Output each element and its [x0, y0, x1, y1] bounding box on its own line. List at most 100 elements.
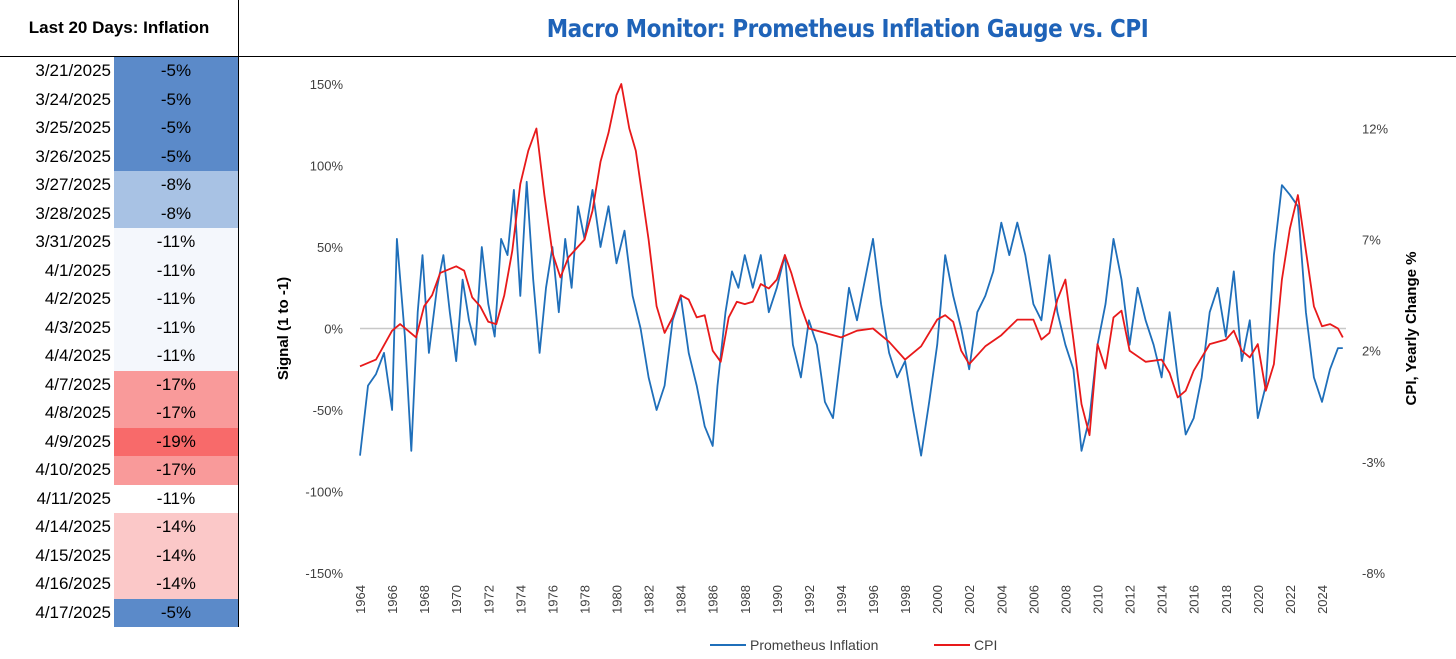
y2-axis-label: CPI, Yearly Change % [1403, 252, 1420, 406]
x-tick-label: 2020 [1251, 585, 1266, 614]
row-date: 3/24/2025 [0, 85, 114, 114]
row-date: 3/31/2025 [0, 228, 114, 257]
inflation-chart: -150% -100% -50% 0% 50% 100% 150% -8% -3% 2% 7% 12%… [275, 77, 1420, 653]
table-row: 4/11/2025 -11% [0, 484, 238, 513]
table-row: 4/15/2025 -14% [0, 541, 238, 570]
row-date: 4/10/2025 [0, 456, 114, 485]
x-tick-label: 1968 [417, 585, 432, 614]
row-date: 3/25/2025 [0, 114, 114, 143]
inflation-history-panel: Last 20 Days: Inflation 3/21/2025 -5% 3/24… [0, 0, 239, 628]
y-tick-label: 0% [324, 322, 343, 337]
row-value: -14% [114, 570, 238, 599]
y2-tick-label: -8% [1362, 566, 1386, 581]
table-row: 4/10/2025 -17% [0, 456, 238, 485]
y-tick-label: -50% [313, 403, 344, 418]
row-value: -11% [114, 285, 238, 314]
x-tick-label: 1982 [642, 585, 657, 614]
x-tick-label: 2010 [1090, 585, 1105, 614]
panel-title: Last 20 Days: Inflation [0, 0, 239, 56]
x-tick-label: 1992 [802, 585, 817, 614]
x-tick-label: 1988 [738, 585, 753, 614]
row-value: -5% [114, 142, 238, 171]
row-date: 3/26/2025 [0, 142, 114, 171]
y-tick-label: -100% [305, 485, 343, 500]
table-row: 4/4/2025 -11% [0, 342, 238, 371]
row-date: 4/8/2025 [0, 399, 114, 428]
y-tick-label: 150% [310, 77, 344, 92]
row-date: 4/7/2025 [0, 370, 114, 399]
x-tick-label: 2024 [1315, 585, 1330, 614]
table-row: 4/17/2025 -5% [0, 598, 238, 627]
x-tick-label: 2014 [1155, 585, 1170, 614]
x-tick-label: 1974 [513, 585, 528, 614]
cpi-line [359, 83, 1344, 437]
chart-title: Macro Monitor: Prometheus Inflation Gaug… [546, 13, 1149, 43]
row-date: 3/27/2025 [0, 171, 114, 200]
y-axis-label: Signal (1 to -1) [275, 277, 292, 380]
row-value: -11% [114, 484, 238, 513]
row-date: 3/28/2025 [0, 199, 114, 228]
x-tick-label: 2018 [1219, 585, 1234, 614]
x-tick-label: 1976 [545, 585, 560, 614]
row-value: -19% [114, 427, 238, 456]
x-tick-label: 2022 [1283, 585, 1298, 614]
row-date: 4/3/2025 [0, 313, 114, 342]
row-value: -5% [114, 85, 238, 114]
y2-tick-label: 2% [1362, 344, 1381, 359]
row-date: 4/16/2025 [0, 570, 114, 599]
row-value: -8% [114, 199, 238, 228]
x-tick-label: 2004 [994, 585, 1009, 614]
table-row: 4/1/2025 -11% [0, 256, 238, 285]
x-tick-label: 1964 [353, 585, 368, 614]
y-tick-label: 100% [310, 159, 344, 174]
x-tick-label: 1966 [385, 585, 400, 614]
x-tick-label: 2012 [1123, 585, 1138, 614]
row-value: -17% [114, 456, 238, 485]
x-tick-label: 1986 [706, 585, 721, 614]
x-tick-label: 1994 [834, 585, 849, 614]
x-tick-label: 2006 [1026, 585, 1041, 614]
row-date: 4/4/2025 [0, 342, 114, 371]
row-value: -5% [114, 114, 238, 143]
table-row: 4/16/2025 -14% [0, 570, 238, 599]
row-date: 4/15/2025 [0, 541, 114, 570]
row-date: 4/1/2025 [0, 256, 114, 285]
row-value: -17% [114, 370, 238, 399]
row-value: -11% [114, 256, 238, 285]
x-tick-label: 2000 [930, 585, 945, 614]
table-row: 4/7/2025 -17% [0, 370, 238, 399]
row-date: 4/9/2025 [0, 427, 114, 456]
table-row: 3/24/2025 -5% [0, 85, 238, 114]
table-row: 3/26/2025 -5% [0, 142, 238, 171]
table-row: 4/9/2025 -19% [0, 427, 238, 456]
row-date: 3/21/2025 [0, 57, 114, 86]
table-row: 3/27/2025 -8% [0, 171, 238, 200]
table-row: 3/25/2025 -5% [0, 114, 238, 143]
x-tick-label: 1990 [770, 585, 785, 614]
x-tick-label: 1996 [866, 585, 881, 614]
row-date: 4/17/2025 [0, 598, 114, 627]
row-value: -8% [114, 171, 238, 200]
table-row: 4/2/2025 -11% [0, 285, 238, 314]
x-tick-label: 1980 [610, 585, 625, 614]
row-date: 4/14/2025 [0, 513, 114, 542]
table-row: 4/8/2025 -17% [0, 399, 238, 428]
x-tick-label: 2002 [962, 585, 977, 614]
prometheus-inflation-line [359, 180, 1343, 457]
header-divider [0, 56, 1456, 57]
x-tick-label: 1984 [674, 585, 689, 614]
x-tick-label: 1972 [481, 585, 496, 614]
y-tick-label: 50% [317, 240, 343, 255]
row-value: -17% [114, 399, 238, 428]
x-tick-label: 1978 [577, 585, 592, 614]
row-value: -11% [114, 313, 238, 342]
y2-tick-label: 7% [1362, 233, 1381, 248]
row-value: -5% [114, 598, 238, 627]
table-row: 3/28/2025 -8% [0, 199, 238, 228]
table-row: 3/31/2025 -11% [0, 228, 238, 257]
y2-tick-label: 12% [1362, 121, 1388, 136]
row-date: 4/2/2025 [0, 285, 114, 314]
table-row: 4/3/2025 -11% [0, 313, 238, 342]
x-tick-label: 2016 [1187, 585, 1202, 614]
inflation-table: 3/21/2025 -5% 3/24/2025 -5% 3/25/2025 -5% 3/26… [0, 57, 239, 627]
